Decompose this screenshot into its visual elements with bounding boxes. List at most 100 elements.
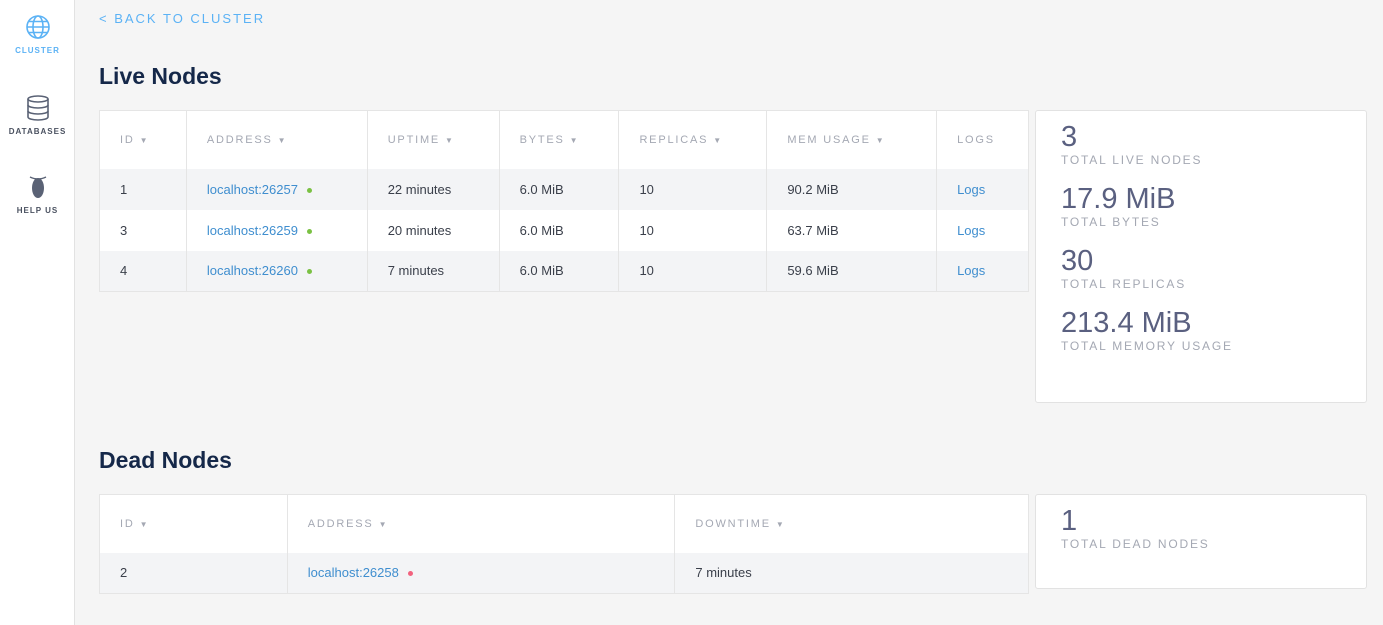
logs-link[interactable]: Logs bbox=[957, 181, 986, 197]
cell-id: 3 bbox=[99, 209, 187, 251]
cell-logs: Logs bbox=[937, 210, 1029, 251]
column-header-replicas: REPLICAS ▼ bbox=[618, 110, 768, 169]
stat-label: TOTAL MEMORY USAGE bbox=[1061, 339, 1233, 353]
sort-arrow-icon[interactable]: ▼ bbox=[713, 135, 723, 145]
sidebar-item-databases[interactable]: DATABASES bbox=[0, 95, 75, 136]
cell-bytes: 6.0 MiB bbox=[499, 250, 620, 292]
replicas-value: 10 bbox=[639, 181, 654, 197]
summary-stat: 1 TOTAL DEAD NODES bbox=[1061, 505, 1366, 551]
logs-link[interactable]: Logs bbox=[957, 263, 986, 279]
sort-arrow-icon[interactable]: ▼ bbox=[139, 519, 150, 529]
live-nodes-table: ID ▼ ADDRESS ▼ UPTIME ▼ BYTES ▼ REPLICAS ▼ MEM USA… bbox=[99, 110, 1029, 292]
stat-value: 30 bbox=[1061, 245, 1094, 277]
table-row: 1 localhost:26257 22 minutes 6.0 MiB 10 90.2 … bbox=[99, 168, 1029, 210]
node-address-link[interactable]: localhost:26257 bbox=[206, 181, 298, 197]
id-value: 1 bbox=[120, 181, 128, 197]
globe-icon bbox=[25, 15, 50, 39]
sidebar-item-help-us[interactable]: HELP US bbox=[0, 174, 75, 215]
column-header-label: MEM USAGE bbox=[787, 133, 871, 146]
sort-arrow-icon[interactable]: ▼ bbox=[277, 135, 288, 145]
status-dot-icon bbox=[407, 571, 413, 577]
sort-arrow-icon[interactable]: ▼ bbox=[378, 519, 389, 529]
dead-nodes-title: Dead Nodes bbox=[99, 447, 232, 473]
column-header-label: ADDRESS bbox=[206, 133, 273, 146]
cell-mem: 59.6 MiB bbox=[766, 250, 938, 292]
sort-arrow-icon[interactable]: ▼ bbox=[445, 135, 455, 145]
node-address-link[interactable]: localhost:26259 bbox=[206, 222, 298, 238]
stat-label: TOTAL LIVE NODES bbox=[1061, 153, 1203, 167]
summary-stat: 17.9 MiB TOTAL BYTES bbox=[1061, 183, 1366, 229]
column-header-downtime: DOWNTIME ▼ bbox=[675, 495, 1029, 553]
mem-value: 63.7 MiB bbox=[787, 222, 839, 238]
sidebar-item-label: HELP US bbox=[16, 206, 59, 215]
cell-id: 2 bbox=[99, 552, 288, 594]
sort-arrow-icon[interactable]: ▼ bbox=[875, 135, 886, 145]
stat-value: 3 bbox=[1061, 121, 1078, 153]
column-header-label: DOWNTIME bbox=[695, 517, 771, 530]
cell-downtime: 7 minutes bbox=[674, 552, 1029, 594]
cell-address: localhost:26257 bbox=[186, 168, 368, 210]
sidebar-item-cluster[interactable]: CLUSTER bbox=[0, 14, 75, 55]
column-header-label: ID bbox=[120, 133, 135, 146]
stat-value: 1 bbox=[1061, 505, 1078, 537]
column-header-logs: LOGS bbox=[937, 111, 1029, 169]
sort-arrow-icon[interactable]: ▼ bbox=[139, 135, 150, 145]
downtime-value: 7 minutes bbox=[695, 565, 752, 581]
sidebar-item-label: CLUSTER bbox=[15, 46, 60, 55]
uptime-value: 20 minutes bbox=[387, 222, 452, 238]
sort-arrow-icon[interactable]: ▼ bbox=[569, 135, 580, 145]
cell-address: localhost:26259 bbox=[186, 209, 368, 251]
cell-mem: 63.7 MiB bbox=[766, 209, 938, 251]
id-value: 2 bbox=[120, 565, 128, 581]
cell-mem: 90.2 MiB bbox=[766, 168, 938, 210]
column-header-id: ID ▼ bbox=[99, 494, 288, 553]
column-header-label: BYTES bbox=[519, 133, 565, 146]
node-address-link[interactable]: localhost:26260 bbox=[206, 263, 298, 279]
cell-replicas: 10 bbox=[618, 250, 768, 292]
dead-nodes-table: ID ▼ ADDRESS ▼ DOWNTIME ▼ 2 localhost:26258 7 m… bbox=[99, 494, 1029, 594]
summary-stat: 3 TOTAL LIVE NODES bbox=[1061, 121, 1366, 167]
uptime-value: 7 minutes bbox=[387, 263, 445, 279]
bytes-value: 6.0 MiB bbox=[519, 222, 564, 238]
cell-uptime: 7 minutes bbox=[367, 250, 500, 292]
sort-arrow-icon[interactable]: ▼ bbox=[775, 519, 786, 529]
dead-nodes-summary: 1 TOTAL DEAD NODES bbox=[1035, 494, 1367, 589]
replicas-value: 10 bbox=[639, 263, 654, 279]
stat-label: TOTAL DEAD NODES bbox=[1061, 537, 1210, 551]
status-dot-icon bbox=[306, 269, 312, 275]
column-header-address: ADDRESS ▼ bbox=[186, 110, 368, 169]
cell-logs: Logs bbox=[936, 168, 1029, 210]
uptime-value: 22 minutes bbox=[387, 181, 452, 197]
mem-value: 59.6 MiB bbox=[787, 263, 839, 279]
database-icon bbox=[26, 95, 49, 121]
cell-uptime: 22 minutes bbox=[367, 168, 500, 210]
id-value: 3 bbox=[120, 222, 128, 238]
logs-link[interactable]: Logs bbox=[957, 222, 986, 238]
cell-logs: Logs bbox=[936, 250, 1029, 292]
table-row: 4 localhost:26260 7 minutes 6.0 MiB 10 59.6 M… bbox=[99, 250, 1029, 292]
stat-label: TOTAL REPLICAS bbox=[1061, 277, 1187, 291]
replicas-value: 10 bbox=[639, 222, 654, 238]
column-header-mem-usage: MEM USAGE ▼ bbox=[766, 110, 938, 169]
stat-value: 213.4 MiB bbox=[1061, 307, 1192, 339]
summary-stat: 213.4 MiB TOTAL MEMORY USAGE bbox=[1061, 307, 1366, 353]
table-row: 2 localhost:26258 7 minutes bbox=[99, 552, 1029, 594]
node-address-link[interactable]: localhost:26258 bbox=[307, 565, 399, 581]
column-header-label: LOGS bbox=[957, 133, 995, 146]
status-dot-icon bbox=[306, 187, 312, 193]
live-nodes-summary: 3 TOTAL LIVE NODES 17.9 MiB TOTAL BYTES 30 TO… bbox=[1035, 110, 1367, 403]
cell-id: 4 bbox=[99, 250, 187, 292]
status-dot-icon bbox=[306, 228, 312, 234]
column-header-label: ID bbox=[120, 517, 135, 530]
column-header-address: ADDRESS ▼ bbox=[287, 494, 676, 553]
cell-id: 1 bbox=[99, 168, 187, 210]
sidebar-item-label: DATABASES bbox=[8, 127, 67, 136]
column-header-label: REPLICAS bbox=[639, 133, 709, 146]
stat-label: TOTAL BYTES bbox=[1061, 215, 1161, 229]
summary-stat: 30 TOTAL REPLICAS bbox=[1061, 245, 1366, 291]
column-header-id: ID ▼ bbox=[99, 110, 187, 169]
cell-replicas: 10 bbox=[618, 209, 768, 251]
column-header-label: ADDRESS bbox=[307, 517, 374, 530]
back-to-cluster-link[interactable]: < BACK TO CLUSTER bbox=[99, 11, 266, 26]
cell-address: localhost:26258 bbox=[287, 552, 676, 594]
